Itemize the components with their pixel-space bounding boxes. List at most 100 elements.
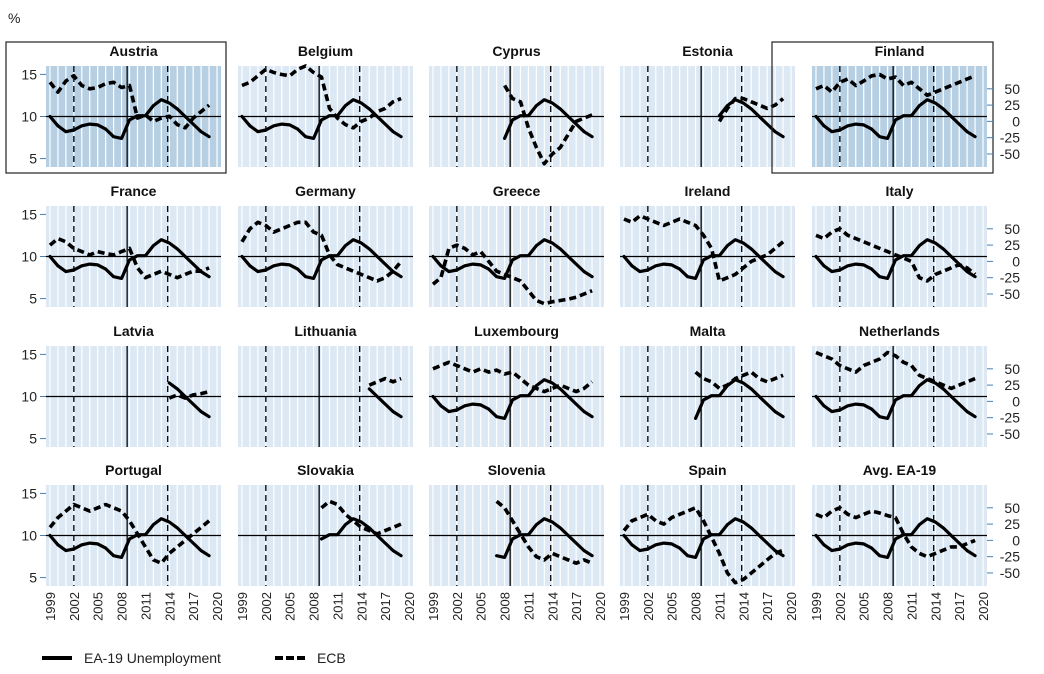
unemployment-line-cyprus [503, 98, 594, 140]
right-tick-label: 50 [1004, 361, 1020, 377]
y-unit-label: % [8, 10, 21, 26]
panel-title-belgium: Belgium [298, 43, 353, 59]
x-tick-label: 2005 [665, 592, 680, 621]
x-tick-label: 2008 [498, 592, 513, 621]
right-tick-label: 0 [1012, 393, 1020, 409]
unemployment-line-finland [814, 98, 977, 140]
left-tick-label: 5 [29, 151, 37, 167]
ecb-line-belgium [241, 64, 402, 130]
ecb-line-avg-ea-19 [815, 505, 976, 559]
x-tick-label: 2017 [760, 592, 775, 621]
x-tick-label: 2014 [545, 592, 560, 621]
right-tick-label: 50 [1004, 221, 1020, 237]
left-tick-label: 10 [21, 109, 37, 125]
panel-title-finland: Finland [875, 43, 925, 59]
x-tick-label: 2020 [402, 592, 417, 621]
x-tick-label: 2005 [474, 592, 489, 621]
right-tick-label: 0 [1012, 253, 1020, 269]
x-tick-label: 2017 [186, 592, 201, 621]
ecb-line-finland [815, 72, 976, 98]
unemployment-line-austria [48, 98, 211, 140]
unemployment-line-spain [622, 517, 785, 560]
unemployment-line-netherlands [814, 378, 977, 420]
ecb-line-spain [622, 505, 784, 585]
x-tick-label: 2011 [138, 592, 153, 620]
right-tick-label: 25 [1004, 516, 1020, 532]
right-tick-label: -50 [1000, 146, 1020, 162]
ecb-line-netherlands [815, 350, 976, 391]
legend-label-ecb: ECB [316, 650, 346, 666]
unemployment-line-avg-ea-19 [814, 517, 977, 560]
legend-item-ecb: ECB [274, 650, 346, 666]
x-tick-label: 2002 [641, 592, 656, 621]
unemployment-line-luxembourg [431, 378, 594, 420]
ecb-line-germany [240, 220, 403, 283]
unemployment-line-portugal [48, 517, 211, 560]
panel-title-lithuania: Lithuania [294, 323, 356, 339]
x-tick-label: 2020 [784, 592, 799, 621]
left-tick-label: 15 [21, 66, 37, 82]
x-tick-label: 2017 [569, 592, 584, 621]
right-tick-label: -50 [1000, 286, 1020, 302]
right-tick-label: 0 [1012, 113, 1020, 129]
ecb-line-slovenia [495, 499, 593, 566]
x-tick-label: 2014 [162, 592, 177, 621]
unemployment-line-ireland [622, 238, 785, 280]
ecb-line-portugal [48, 502, 211, 566]
panel-title-latvia: Latvia [113, 323, 154, 339]
panel-title-netherlands: Netherlands [859, 323, 940, 339]
panel-title-slovenia: Slovenia [488, 462, 546, 478]
right-tick-label: 50 [1004, 81, 1020, 97]
x-tick-label: 2017 [378, 592, 393, 621]
right-tick-label: 50 [1004, 500, 1020, 516]
left-tick-label: 5 [29, 570, 37, 586]
left-tick-label: 10 [21, 249, 37, 265]
legend: EA-19 Unemployment ECB [42, 650, 400, 666]
solid-line-swatch [42, 656, 72, 660]
x-tick-label: 1999 [809, 592, 824, 621]
right-tick-label: -25 [1000, 549, 1020, 565]
panel-title-cyprus: Cyprus [492, 43, 540, 59]
x-tick-label: 1999 [43, 592, 58, 621]
panel-title-germany: Germany [295, 183, 356, 199]
unemployment-line-slovakia [319, 517, 403, 558]
x-tick-label: 2002 [833, 592, 848, 621]
panel-title-avg-ea-19: Avg. EA-19 [863, 462, 937, 478]
ecb-line-luxembourg [432, 360, 594, 394]
x-tick-label: 2008 [689, 592, 704, 621]
left-tick-label: 5 [29, 291, 37, 307]
right-tick-label: -25 [1000, 410, 1020, 426]
x-tick-label: 2011 [904, 592, 919, 620]
ecb-line-cyprus [503, 84, 593, 166]
unemployment-line-slovenia [495, 517, 594, 560]
unemployment-line-greece [431, 238, 594, 280]
unemployment-line-italy [814, 238, 977, 280]
panel-title-spain: Spain [688, 462, 726, 478]
x-tick-label: 2005 [857, 592, 872, 621]
left-tick-label: 10 [21, 389, 37, 405]
unemployment-line-lithuania [367, 387, 403, 419]
legend-label-unemployment: EA-19 Unemployment [84, 650, 221, 666]
ecb-line-austria [48, 74, 211, 130]
left-tick-label: 15 [21, 346, 37, 362]
highlight-frame-austria [5, 41, 227, 174]
x-tick-label: 2002 [450, 592, 465, 621]
x-tick-label: 2014 [928, 592, 943, 621]
dashed-line-swatch [274, 656, 305, 660]
ecb-line-latvia [168, 389, 210, 400]
x-tick-label: 2005 [91, 592, 106, 621]
unemployment-line-germany [240, 238, 403, 280]
left-tick-label: 5 [29, 431, 37, 447]
x-tick-label: 2008 [115, 592, 130, 621]
ecb-line-ireland [623, 214, 785, 283]
x-tick-label: 2017 [952, 592, 967, 621]
left-tick-label: 10 [21, 528, 37, 544]
ecb-line-lithuania [368, 376, 402, 387]
x-tick-label: 2014 [736, 592, 751, 621]
x-tick-label: 2002 [259, 592, 274, 621]
x-tick-label: 2011 [712, 592, 727, 620]
right-tick-label: 25 [1004, 97, 1020, 113]
panel-title-austria: Austria [109, 43, 157, 59]
panel-title-portugal: Portugal [105, 462, 162, 478]
